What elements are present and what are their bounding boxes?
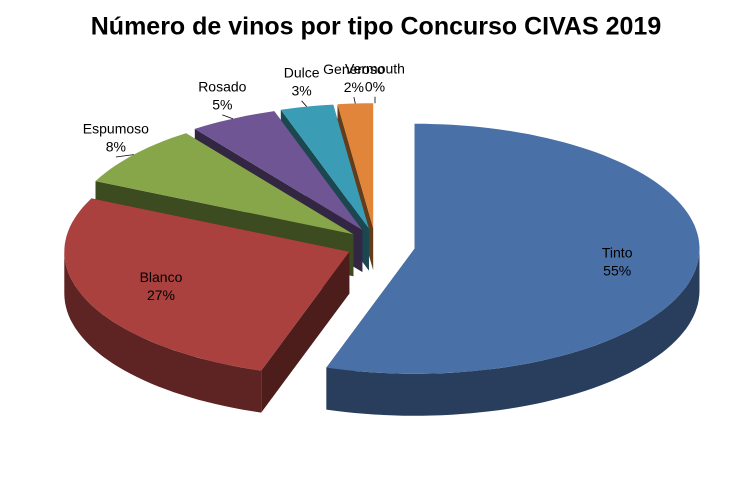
slice-label: Rosado [198, 79, 246, 95]
value-label: 55% [603, 263, 631, 279]
value-label: 3% [292, 82, 312, 98]
slice [194, 111, 363, 230]
chart-title: Número de vinos por tipo Concurso CIVAS … [91, 13, 661, 41]
slice-wall [64, 251, 262, 413]
leader-line [353, 97, 356, 104]
slice-label: Dulce [284, 64, 320, 80]
leader-line [115, 154, 134, 158]
value-label: 5% [212, 97, 232, 113]
value-label: 8% [106, 139, 126, 155]
slice-label: Tinto [602, 245, 633, 261]
slice [280, 104, 369, 229]
leader-line [301, 100, 308, 107]
slice [326, 123, 700, 374]
slice-label: Blanco [140, 269, 183, 285]
plot: Tinto 55% Blanco 27% Espumoso 8% Rosado 5% Dulce… [64, 60, 700, 416]
slice-wall [326, 248, 700, 416]
slice [95, 133, 354, 235]
slice-side [261, 251, 350, 413]
value-label: 0% [365, 78, 385, 94]
slice-label: Espumoso [83, 121, 149, 137]
slice [337, 103, 374, 229]
value-label: 27% [147, 287, 175, 303]
slice-label: Generoso [323, 61, 385, 77]
leader-line [222, 114, 234, 120]
slice [64, 198, 350, 371]
value-label: 2% [344, 79, 364, 95]
slice-label: Vermouth [345, 60, 405, 76]
